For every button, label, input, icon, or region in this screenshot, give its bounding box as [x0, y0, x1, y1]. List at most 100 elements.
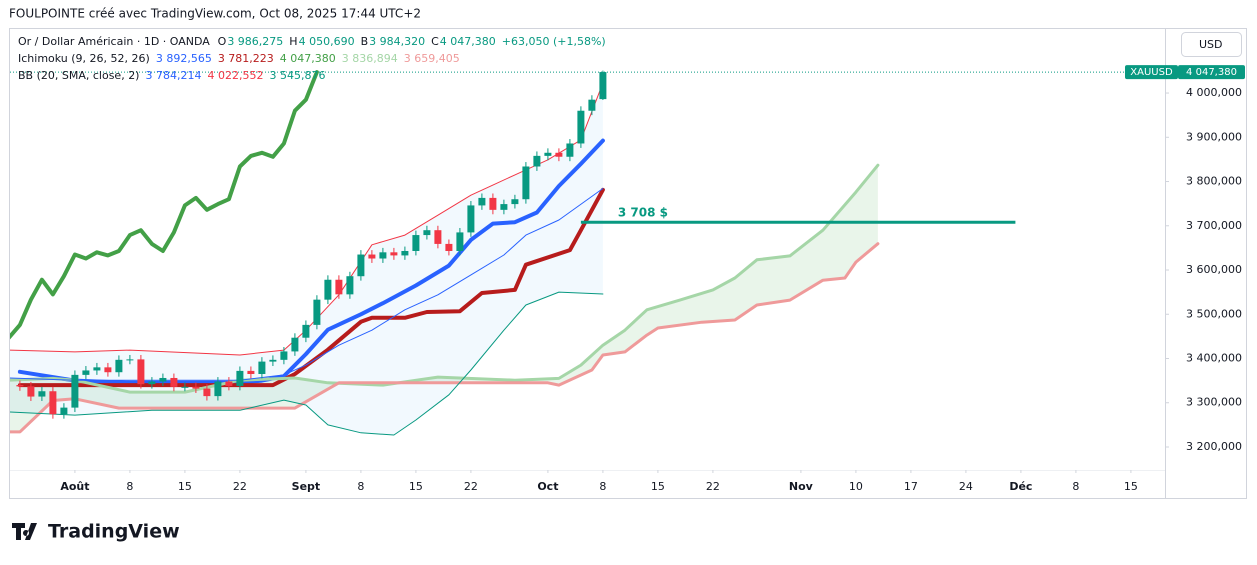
candle-body — [16, 385, 24, 387]
candle-body — [82, 370, 90, 375]
indicator-value: 4 022,552 — [207, 69, 263, 82]
brand: TradingView — [48, 521, 180, 543]
x-tick-label: 8 — [357, 480, 364, 493]
indicator-value: 3 659,405 — [404, 52, 460, 65]
currency-button[interactable] — [1181, 32, 1242, 57]
candle-body — [313, 299, 321, 325]
indicator-legend: Ichimoku (9, 26, 52, 26) 3 892,565 3 781,2… — [18, 52, 460, 65]
candle-body — [412, 235, 420, 251]
x-tick-label: 8 — [126, 480, 133, 493]
candle-body — [511, 199, 519, 205]
candle-body — [38, 391, 46, 397]
candle-body — [401, 250, 409, 256]
legend-key: C — [431, 35, 439, 48]
candle-body — [478, 197, 486, 206]
candle-body — [566, 143, 574, 157]
indicator-line — [10, 242, 880, 434]
candle-body — [126, 359, 134, 361]
candle-body — [335, 279, 343, 295]
y-tick-label: 3 500,000 — [1186, 307, 1242, 320]
candle-body — [192, 386, 200, 389]
candle-body — [71, 374, 79, 408]
candle-body — [588, 99, 596, 111]
price-badge — [1178, 65, 1245, 80]
candle-body — [203, 388, 211, 397]
legend-change: +63,050 (+1,58%) — [502, 35, 606, 48]
indicator-line — [17, 187, 605, 388]
frame — [9, 28, 1247, 499]
legend-value: 3 984,320 — [369, 35, 425, 48]
currency: USD — [1199, 38, 1223, 51]
indicator-line — [17, 138, 605, 385]
y-tick-label: 3 700,000 — [1186, 219, 1242, 232]
candle-body — [247, 370, 255, 374]
x-tick-label: 17 — [904, 480, 918, 493]
logo-icon — [12, 523, 37, 540]
legend-key: B — [361, 35, 369, 48]
indicator-line — [10, 291, 604, 436]
indicator-value: 3 892,565 — [156, 52, 212, 65]
candle-body — [577, 110, 585, 144]
x-tick-label: 10 — [849, 480, 863, 493]
candle-body — [291, 337, 299, 352]
candle-body — [181, 386, 189, 388]
indicator-value: 3 836,894 — [342, 52, 398, 65]
legend-symbol: Or / Dollar Américain · 1D · OANDA — [18, 35, 210, 48]
price-label: 4 047,380 — [1186, 67, 1237, 78]
x-tick-label: 15 — [651, 480, 665, 493]
y-tick-label: 4 000,000 — [1186, 86, 1242, 99]
x-tick-label: 8 — [1072, 480, 1079, 493]
candle-body — [236, 370, 244, 386]
logo: TradingView — [12, 521, 180, 543]
candle-body — [434, 230, 442, 244]
horizontal-line-label: 3 708 $ — [618, 206, 668, 220]
x-tick-label: 22 — [233, 480, 247, 493]
candle-body — [555, 152, 563, 157]
candle-body — [60, 407, 68, 415]
x-tick-label: 15 — [409, 480, 423, 493]
x-tick-label: 15 — [1124, 480, 1138, 493]
candle-body — [269, 359, 277, 362]
symbol-label: XAUUSD — [1130, 67, 1173, 78]
legend-row: Or / Dollar Américain · 1D · OANDA O3 986… — [18, 35, 606, 48]
candle-body — [93, 367, 101, 371]
indicator-value: 3 784,214 — [145, 69, 201, 82]
candle-body — [27, 386, 35, 397]
candle-body — [159, 377, 167, 382]
x-tick-label: Oct — [537, 480, 558, 493]
candle-body — [368, 254, 376, 259]
legend-value: 3 986,275 — [227, 35, 283, 48]
candle-body — [467, 205, 475, 233]
candle-body — [280, 351, 288, 360]
candle-body — [346, 276, 354, 295]
indicator-line — [10, 163, 880, 394]
candle-body — [445, 243, 453, 251]
indicator-value: 3 545,876 — [269, 69, 325, 82]
candle-body — [115, 359, 123, 373]
candle-body — [324, 279, 332, 300]
symbol-badge — [1125, 65, 1178, 80]
x-tick-label: Sept — [292, 480, 321, 493]
indicator-line — [10, 188, 604, 381]
candle-body — [379, 252, 387, 259]
legend-value: 4 047,380 — [440, 35, 496, 48]
indicator-line — [10, 82, 604, 356]
candle-body — [599, 72, 607, 100]
candle-body — [302, 324, 310, 338]
candle-body — [137, 359, 145, 385]
y-tick-label: 3 900,000 — [1186, 130, 1242, 143]
x-tick-label: 15 — [178, 480, 192, 493]
cloud-fill — [10, 83, 603, 435]
candle-body — [214, 381, 222, 397]
x-tick-label: 8 — [599, 480, 606, 493]
y-tick-label: 3 800,000 — [1186, 175, 1242, 188]
plot-area — [10, 70, 1165, 436]
x-tick-label: Nov — [789, 480, 814, 493]
candle-body — [390, 252, 398, 256]
indicator-value: 4 047,380 — [280, 52, 336, 65]
candle-body — [423, 230, 431, 236]
candle-body — [544, 152, 552, 156]
candle-body — [148, 381, 156, 385]
candle-body — [104, 367, 112, 373]
